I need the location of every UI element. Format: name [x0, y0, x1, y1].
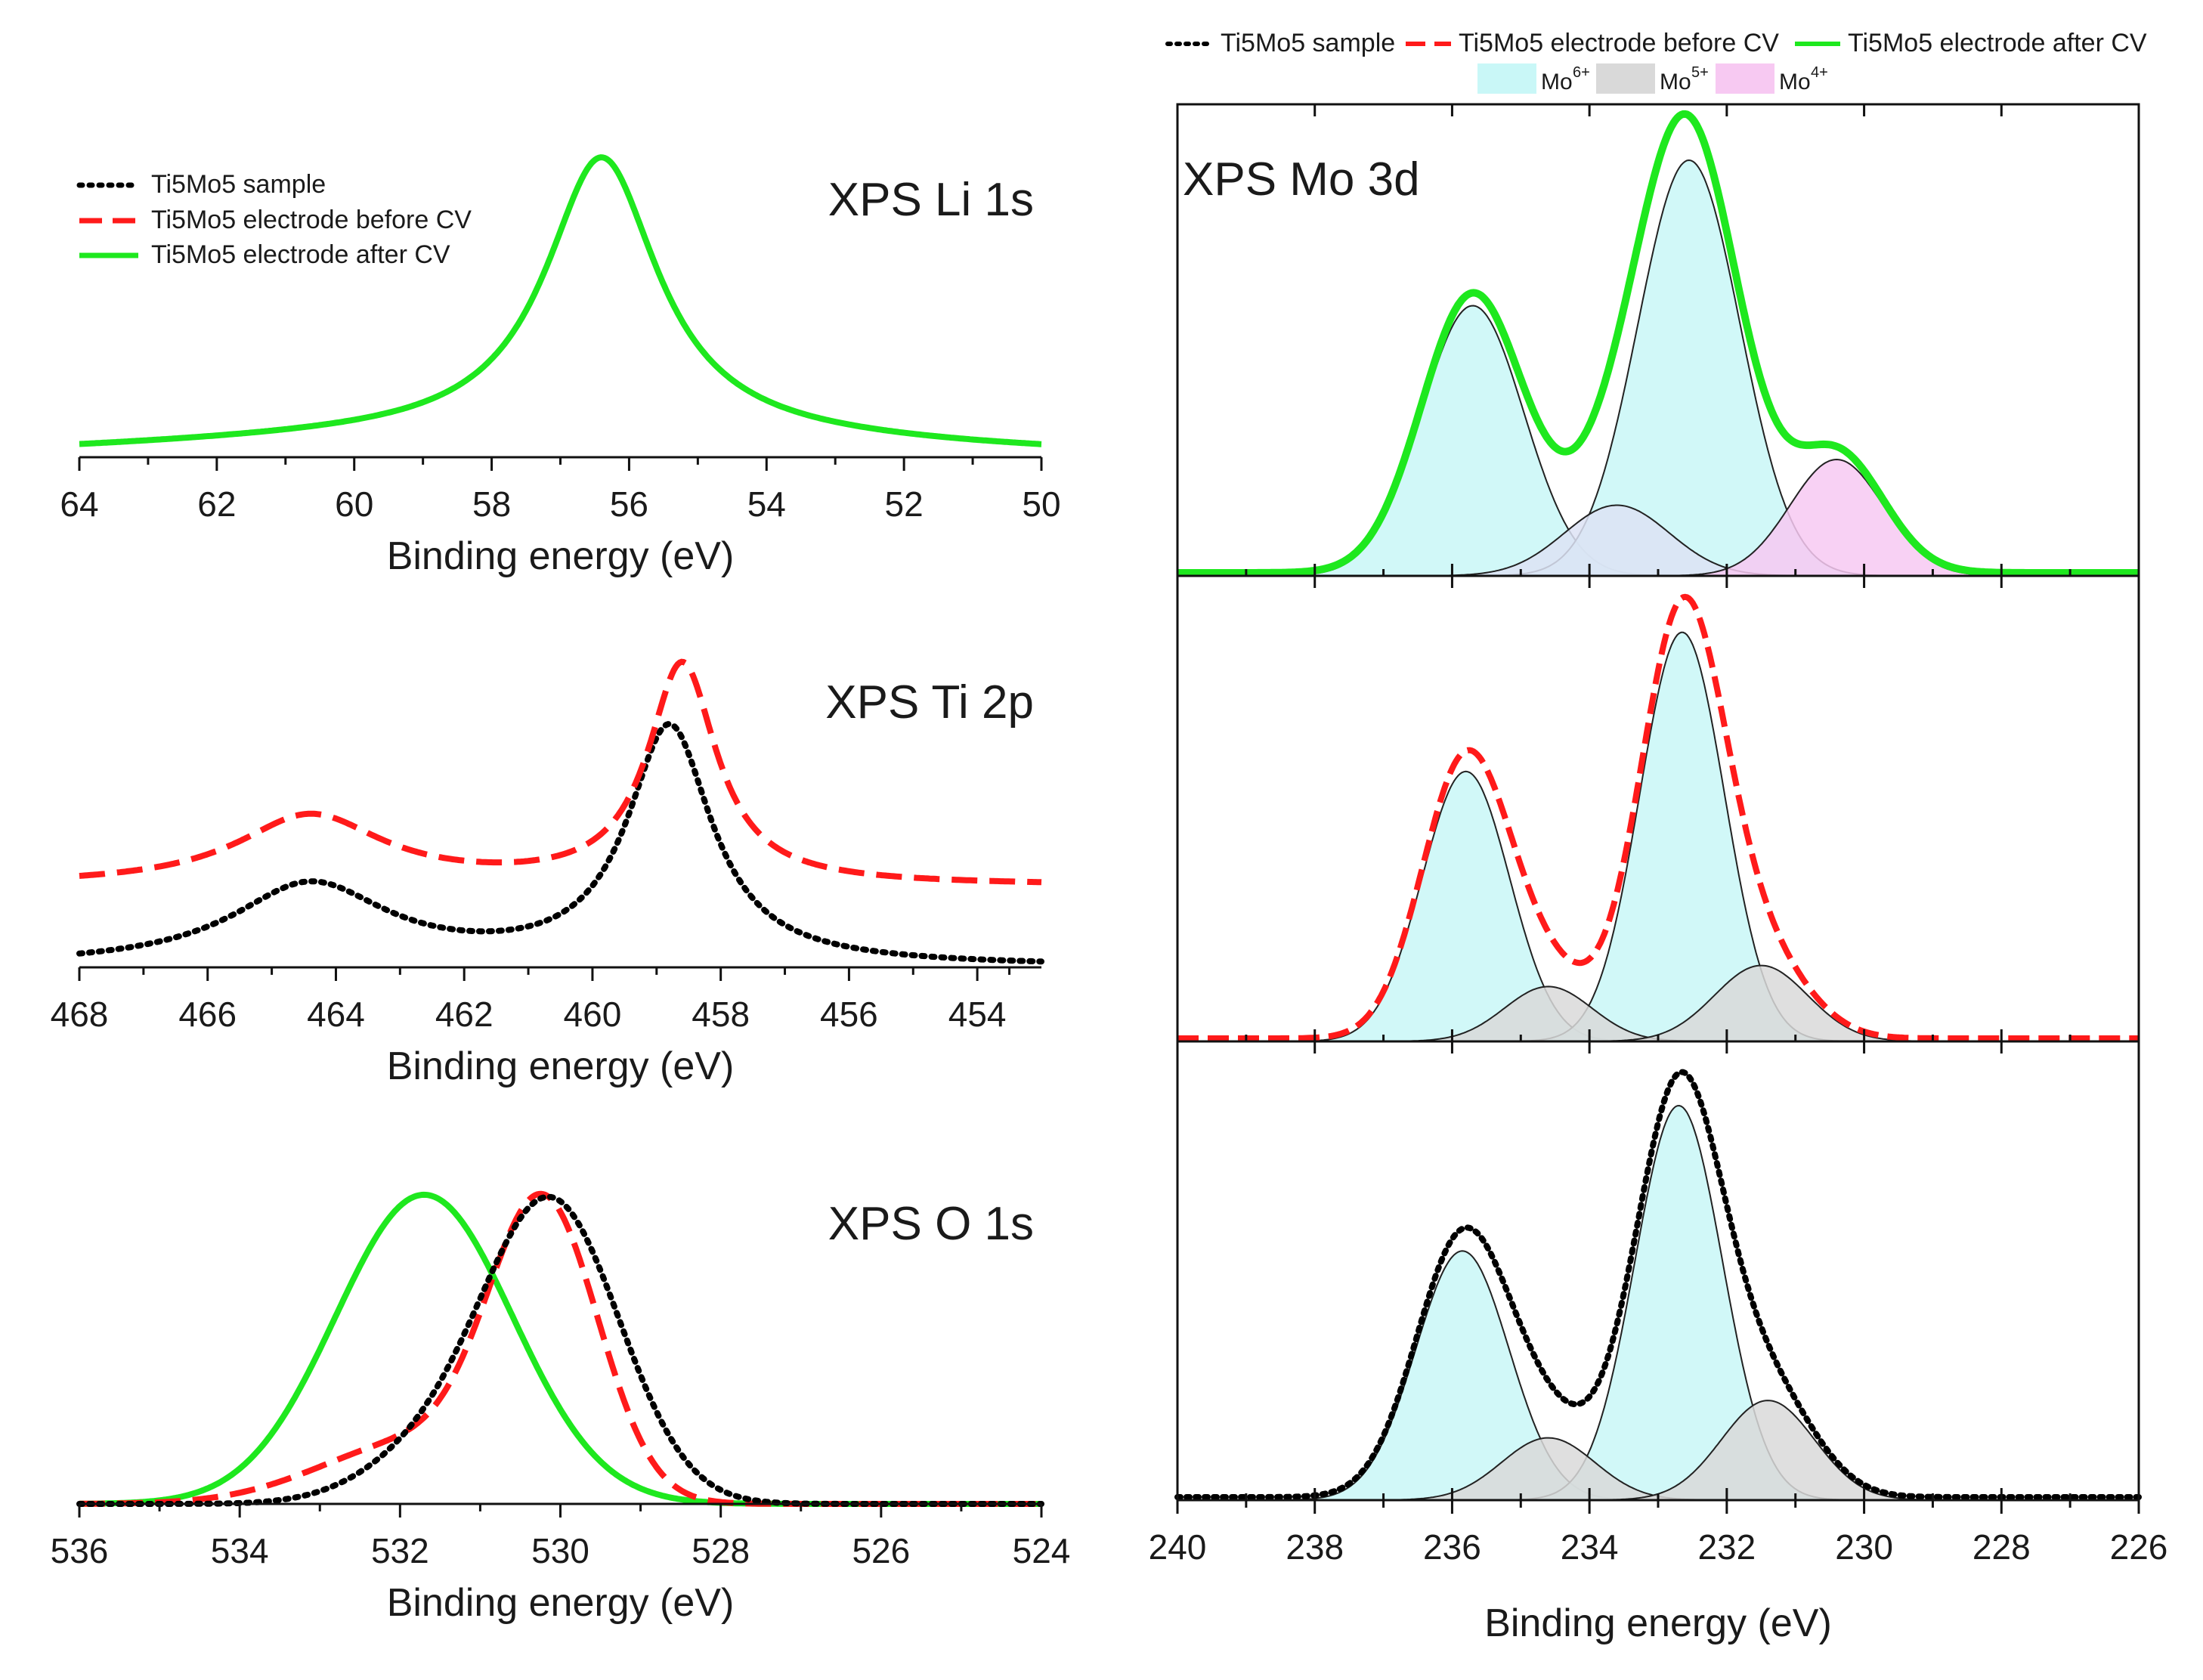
li1s-x-tick-label: 62: [197, 484, 236, 524]
mo3d-x-tick-label: 236: [1423, 1527, 1481, 1567]
mo3d-component-swatch: [1716, 63, 1774, 94]
ti2p-x-tick-label: 454: [948, 995, 1007, 1034]
ti2p-x-tick-label: 468: [51, 995, 109, 1034]
o1s-x-tick-label: 534: [211, 1531, 269, 1570]
li1s-title: XPS Li 1s: [828, 174, 1034, 226]
mo3d-component-superscript: 5+: [1691, 64, 1709, 81]
legend-label: Ti5Mo5 sample: [151, 170, 326, 199]
o1s-panel: 536 534 532 530 528 526 524 Binding energy (eV)…: [51, 1190, 1071, 1625]
mo3d-envelope-line: [1177, 593, 2139, 1041]
li1s-x-tick-label: 64: [60, 484, 98, 524]
mo3d-envelope-line: [1177, 110, 2139, 577]
li1s-x-tick-label: 58: [472, 484, 511, 524]
mo3d-panel: 240 238 236 234 232 230 228 226 Binding energy (…: [1149, 29, 2168, 1645]
li1s-x-tick-label: 50: [1022, 484, 1060, 524]
mo3d-title: XPS Mo 3d: [1183, 153, 1420, 206]
mo3d-component-superscript: 4+: [1811, 64, 1828, 81]
o1s-x-tick-label: 532: [371, 1531, 429, 1570]
ti2p-title: XPS Ti 2p: [825, 676, 1034, 729]
mo3d-x-tick-label: 232: [1697, 1527, 1756, 1567]
o1s-title: XPS O 1s: [828, 1198, 1034, 1250]
mo3d-component-label: Mo: [1541, 70, 1573, 94]
ti2p-x-tick-label: 458: [692, 995, 750, 1034]
mo3d-component-peak: [1177, 631, 2139, 1042]
mo3d-component-swatch: [1596, 63, 1655, 94]
mo3d-x-tick-label: 240: [1149, 1527, 1207, 1567]
li1s-x-axis-title: Binding energy (eV): [387, 534, 735, 578]
mo3d-x-tick-label: 234: [1561, 1527, 1619, 1567]
legend-label: Ti5Mo5 electrode before CV: [151, 206, 472, 234]
mo3d-legend-label: Ti5Mo5 sample: [1221, 29, 1395, 57]
mo3d-legend-label: Ti5Mo5 electrode after CV: [1848, 29, 2147, 57]
o1s-x-tick-label: 536: [51, 1531, 109, 1570]
legend-label: Ti5Mo5 electrode after CV: [151, 240, 450, 269]
ti2p-x-tick-label: 464: [307, 995, 365, 1034]
ti2p-x-tick-label: 462: [435, 995, 494, 1034]
li1s-x-tick-label: 56: [610, 484, 648, 524]
o1s-x-axis-title: Binding energy (eV): [387, 1581, 735, 1625]
li1s-panel: 64 62 60 58 56 54 52 50 Binding energy (eV) XPS L…: [60, 154, 1061, 578]
mo3d-x-axis-title: Binding energy (eV): [1484, 1601, 1832, 1645]
ti2p-x-tick-label: 456: [820, 995, 878, 1034]
ti2p-series-line: [76, 721, 1044, 965]
mo3d-x-tick-label: 226: [2110, 1527, 2168, 1567]
ti2p-x-tick-label: 466: [178, 995, 237, 1034]
o1s-x-tick-label: 528: [692, 1531, 750, 1570]
o1s-x-tick-label: 524: [1013, 1531, 1071, 1570]
li1s-series-line: [79, 154, 1042, 447]
mo3d-component-peak: [1177, 159, 2139, 577]
o1s-x-tick-label: 530: [531, 1531, 589, 1570]
mo3d-legend-label: Ti5Mo5 electrode before CV: [1459, 29, 1779, 57]
mo3d-component-swatch: [1477, 63, 1536, 94]
li1s-x-tick-label: 54: [747, 484, 786, 524]
li1s-x-tick-label: 52: [885, 484, 924, 524]
mo3d-envelope-line: [1174, 1069, 2142, 1500]
mo3d-component-peak: [1177, 1104, 2139, 1501]
mo3d-x-tick-label: 228: [1972, 1527, 2031, 1567]
ti2p-panel: 468 466 464 462 460 458 456 454 Binding energy (…: [51, 658, 1044, 1088]
ti2p-x-axis-title: Binding energy (eV): [387, 1044, 735, 1088]
ti2p-series-line: [79, 658, 1042, 886]
mo3d-component-superscript: 6+: [1573, 64, 1590, 81]
mo3d-x-tick-label: 238: [1286, 1527, 1344, 1567]
mo3d-x-tick-label: 230: [1835, 1527, 1893, 1567]
o1s-x-tick-label: 526: [852, 1531, 910, 1570]
mo3d-component-label: Mo: [1779, 70, 1811, 94]
mo3d-component-label: Mo: [1660, 70, 1691, 94]
li1s-x-tick-label: 60: [335, 484, 373, 524]
ti2p-x-tick-label: 460: [564, 995, 622, 1034]
